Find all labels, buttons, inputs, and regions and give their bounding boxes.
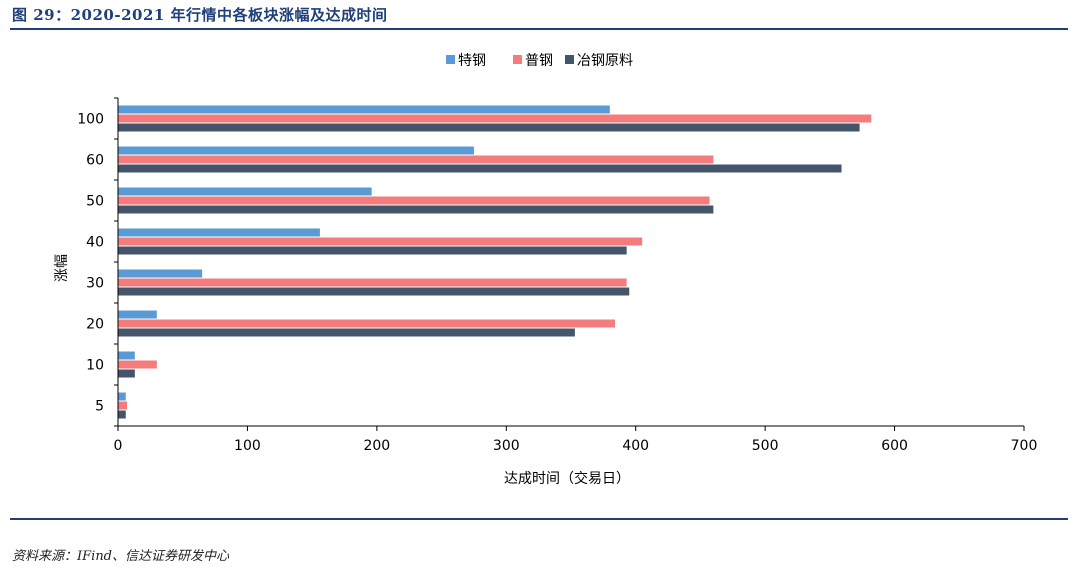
x-tick-label: 500: [752, 438, 779, 454]
bar: [118, 237, 643, 246]
bar: [118, 287, 630, 296]
legend-label: 特钢: [458, 53, 486, 69]
bar: [118, 401, 128, 410]
y-axis-label: 涨幅: [54, 254, 70, 282]
bar: [118, 114, 872, 123]
bar: [118, 360, 157, 369]
y-tick-label: 100: [77, 112, 104, 128]
top-rule: [10, 28, 1068, 30]
bar: [118, 319, 616, 328]
legend-swatch: [446, 55, 455, 64]
bar: [118, 310, 157, 319]
legend-label: 冶钢原料: [577, 53, 633, 69]
figure-title: 图 29：2020-2021 年行情中各板块涨幅及达成时间: [12, 6, 388, 24]
y-tick-label: 50: [86, 194, 104, 210]
y-tick-label: 40: [86, 235, 104, 251]
bar: [118, 155, 714, 164]
bar: [118, 196, 710, 205]
bar: [118, 105, 610, 114]
bar: [118, 351, 135, 360]
bar: [118, 164, 842, 173]
bar: [118, 278, 627, 287]
chart-bars: [118, 105, 872, 419]
x-tick-label: 0: [114, 438, 123, 454]
x-tick-label: 400: [622, 438, 649, 454]
bar: [118, 246, 627, 255]
y-tick-label: 60: [86, 153, 104, 169]
x-tick-label: 700: [1011, 438, 1038, 454]
bar: [118, 187, 372, 196]
legend-label: 普钢: [525, 53, 553, 69]
y-tick-label: 10: [86, 358, 104, 374]
y-tick-label: 5: [95, 399, 104, 415]
bar: [118, 123, 860, 132]
bar: [118, 369, 135, 378]
bar: [118, 410, 126, 419]
bar: [118, 205, 714, 214]
y-tick-label: 20: [86, 317, 104, 333]
y-tick-label: 30: [86, 276, 104, 292]
bottom-rule: [10, 518, 1068, 520]
bar: [118, 146, 474, 155]
x-tick-label: 300: [493, 438, 520, 454]
bar: [118, 269, 203, 278]
source-note: 资料来源：IFind、信达证券研发中心: [12, 549, 230, 564]
legend-swatch: [565, 55, 574, 64]
x-tick-label: 100: [234, 438, 261, 454]
bar: [118, 328, 575, 337]
legend-swatch: [513, 55, 522, 64]
bar: [118, 392, 126, 401]
x-tick-label: 200: [363, 438, 390, 454]
bar: [118, 228, 320, 237]
x-tick-label: 600: [881, 438, 908, 454]
x-axis-label: 达成时间（交易日）: [504, 470, 630, 487]
chart-legend: 特钢 普钢 冶钢原料: [446, 53, 633, 69]
